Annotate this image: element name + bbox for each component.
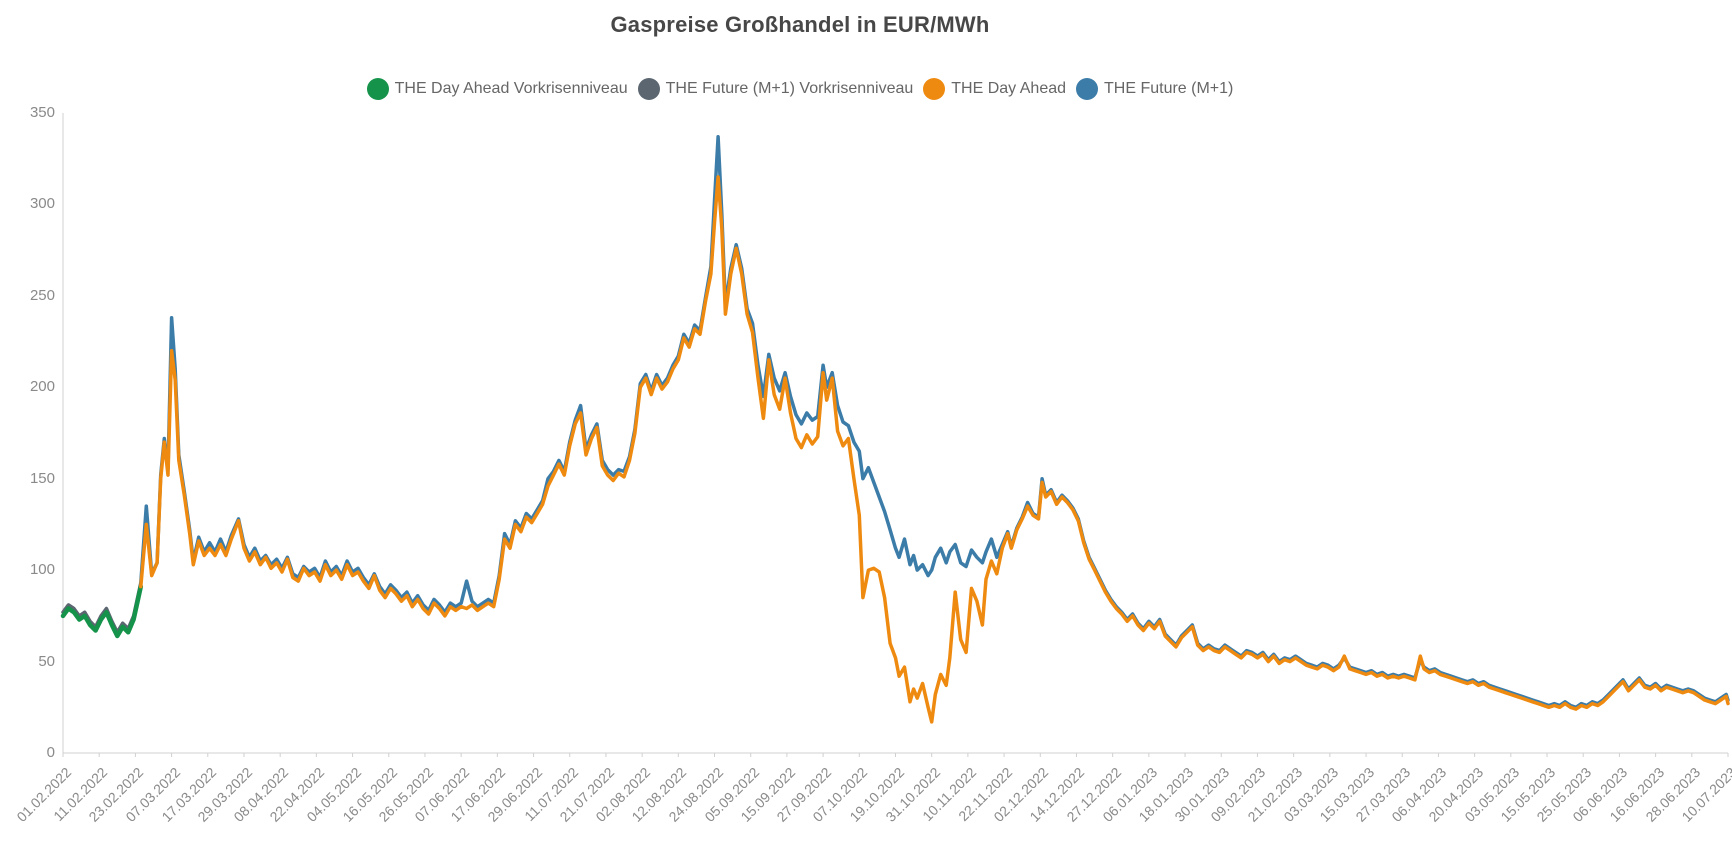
legend: THE Day Ahead Vorkrisenniveau THE Future… [0,78,1600,100]
series-line-0 [60,584,144,639]
y-axis-label: 350 [29,104,55,121]
legend-label: THE Day Ahead Vorkrisenniveau [394,80,628,97]
legend-item-future-precrisis: THE Future (M+1) Vorkrisenniveau [637,78,914,100]
legend-label: THE Future (M+1) Vorkrisenniveau [665,80,914,97]
y-axis-label: 50 [38,652,55,670]
y-axis-label: 100 [29,561,55,579]
y-axis-label: 300 [29,195,55,213]
series-line-3 [139,135,1730,710]
chart-header: Gaspreise Großhandel in EUR/MWh THE Day … [0,0,1600,100]
legend-dot-icon [923,78,946,100]
y-axis-label: 0 [46,744,55,761]
legend-item-day-ahead-precrisis: THE Day Ahead Vorkrisenniveau [366,78,628,100]
legend-label: THE Future (M+1) [1104,80,1234,97]
y-axis-label: 150 [29,469,55,487]
y-axis-label: 250 [29,286,55,304]
legend-label: THE Day Ahead [951,80,1067,97]
legend-dot-icon [637,78,660,100]
series-line-2 [139,175,1730,724]
y-axis-label: 200 [29,378,55,396]
legend-dot-icon [366,78,389,100]
chart-title: Gaspreise Großhandel in EUR/MWh [610,12,990,37]
legend-dot-icon [1076,78,1099,100]
legend-item-day-ahead: THE Day Ahead [923,78,1066,100]
legend-item-future: THE Future (M+1) [1076,78,1233,100]
